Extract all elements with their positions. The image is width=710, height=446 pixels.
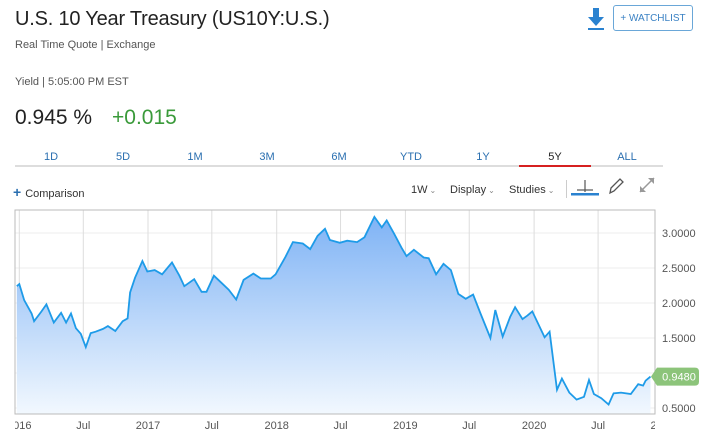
y-tick-label: 0.5000 xyxy=(662,403,696,415)
x-tick-label: 2019 xyxy=(393,420,417,432)
plot-border xyxy=(14,209,656,415)
x-tick-label: Jul xyxy=(591,420,605,432)
tab-1d[interactable]: 1D xyxy=(43,151,59,163)
y-tick-label: 1.5000 xyxy=(662,333,696,345)
page-title: U.S. 10 Year Treasury (US10Y:U.S.) xyxy=(15,8,330,30)
tab-6m[interactable]: 6M xyxy=(331,151,347,163)
y-tick-label: 2.5000 xyxy=(662,263,696,275)
x-tick-label: 2016 xyxy=(7,420,31,432)
interval-label: 1W xyxy=(411,184,428,196)
chevron-down-icon: ⌄ xyxy=(488,186,495,195)
plus-icon: + xyxy=(13,184,22,200)
studies-label: Studies xyxy=(509,184,546,196)
tab-1y[interactable]: 1Y xyxy=(476,151,490,163)
interval-dropdown[interactable]: 1W ⌄ xyxy=(411,184,436,196)
price-value: 0.945 % xyxy=(15,106,93,129)
tab-ytd[interactable]: YTD xyxy=(400,151,422,163)
x-tick-label: 2017 xyxy=(136,420,160,432)
price-change: +0.015 xyxy=(112,106,177,129)
area-fill xyxy=(16,216,651,414)
x-tick-label: Jul xyxy=(205,420,219,432)
x-tick-label: Jul xyxy=(333,420,347,432)
yield-chart[interactable]: 3.0000 2.5000 2.0000 1.5000 0.5000 2016 Jul 201… xyxy=(0,200,710,440)
y-tick-label: 2.0000 xyxy=(662,298,696,310)
tab-all[interactable]: ALL xyxy=(617,151,637,163)
comparison-button[interactable]: + Comparison xyxy=(13,184,85,200)
toolbar-divider xyxy=(566,180,567,198)
display-label: Display xyxy=(450,184,487,196)
last-value-badge xyxy=(651,367,699,386)
display-dropdown[interactable]: Display ⌄ xyxy=(450,184,495,196)
quote-source: Real Time Quote | Exchange xyxy=(15,39,156,51)
chevron-down-icon: ⌄ xyxy=(429,186,437,195)
timeframe-tabs: 1D 5D 1M 3M 6M YTD 1Y 5Y ALL xyxy=(15,148,663,167)
pencil-icon[interactable] xyxy=(607,177,625,200)
x-tick-label: 2018 xyxy=(264,420,288,432)
studies-dropdown[interactable]: Studies ⌄ xyxy=(509,184,554,196)
x-tick-label: 2021 xyxy=(651,420,675,432)
expand-icon[interactable] xyxy=(638,176,656,199)
tab-1m[interactable]: 1M xyxy=(187,151,203,163)
y-tick-label: 3.0000 xyxy=(662,228,696,240)
last-value-label: 0.9480 xyxy=(662,372,696,384)
download-icon[interactable] xyxy=(586,8,606,30)
x-tick-label: Jul xyxy=(462,420,476,432)
tab-5d[interactable]: 5D xyxy=(115,151,131,163)
crosshair-icon[interactable] xyxy=(571,178,599,201)
watchlist-button[interactable]: + WATCHLIST xyxy=(613,5,693,31)
x-tick-label: 2020 xyxy=(522,420,546,432)
chevron-down-icon: ⌄ xyxy=(547,186,555,195)
comparison-label: Comparison xyxy=(25,188,85,200)
tab-3m[interactable]: 3M xyxy=(259,151,275,163)
tab-5y[interactable]: 5Y xyxy=(519,148,591,167)
yield-timestamp: Yield | 5:05:00 PM EST xyxy=(15,76,129,88)
x-tick-label: Jul xyxy=(76,420,90,432)
